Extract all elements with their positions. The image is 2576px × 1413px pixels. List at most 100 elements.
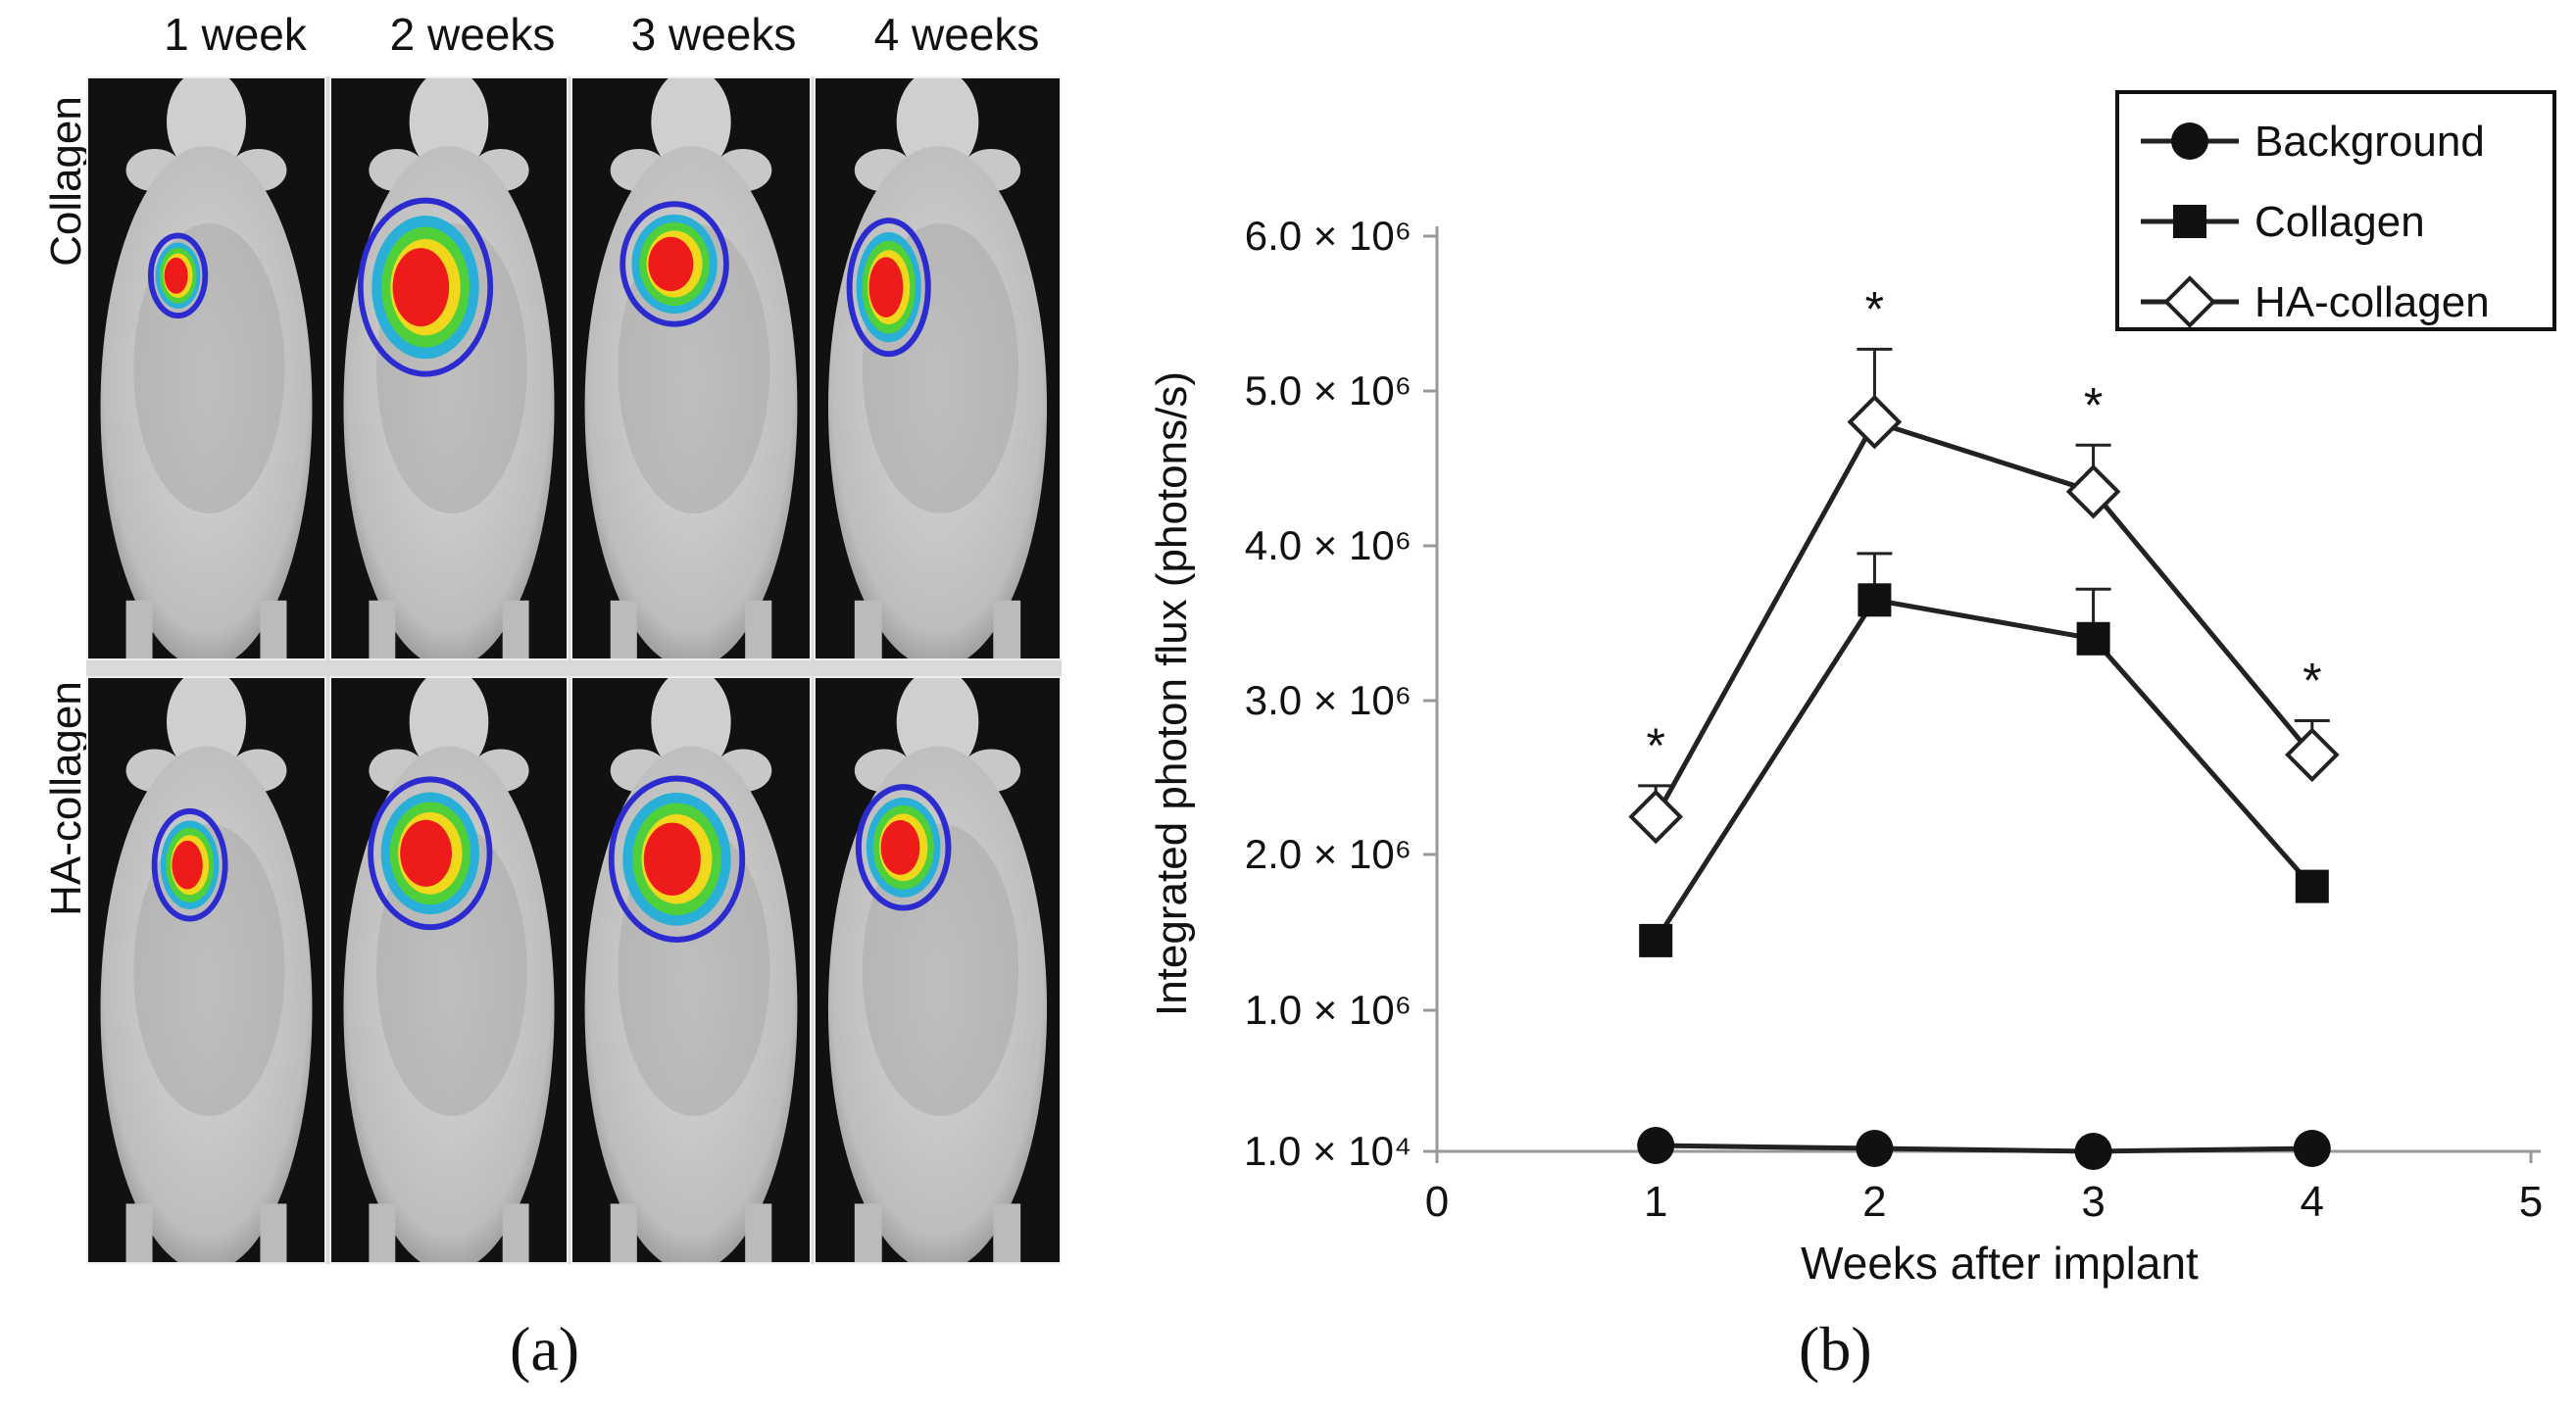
x-axis-title: Weeks after implant [1801,1238,2199,1289]
significance-asterisk: * [1865,281,1884,336]
x-tick-label: 5 [2519,1178,2543,1226]
mouse-leg [854,600,882,658]
mouse-image-ha-collagen-week-2 [329,676,569,1264]
signal-contour-blue [147,232,209,319]
legend-entry: Background [2141,118,2485,166]
y-tick-label: 3.0 × 10⁶ [1245,677,1412,723]
column-label-1-week: 1 week [164,9,307,60]
mouse-leg [993,1203,1021,1262]
legend-marker-square [2173,205,2206,238]
mouse-leg [260,1203,287,1262]
column-label-4-weeks: 4 weeks [873,9,1040,60]
data-point-circle [1856,1130,1894,1167]
data-point-square [2295,869,2329,903]
signal-core-red [643,822,701,896]
signal-core-red [400,819,452,887]
y-tick-label: 5.0 × 10⁶ [1245,367,1412,414]
data-point-circle [2293,1130,2331,1167]
x-tick-label: 0 [1425,1178,1449,1226]
data-point-circle [1637,1127,1675,1164]
mouse-image-collagen-week-1 [86,76,326,660]
legend-marker-circle [2171,122,2208,160]
legend-marker-diamond [2163,275,2216,328]
signal-core-red [648,236,694,292]
data-point-square [1858,583,1892,617]
y-tick-label: 1.0 × 10⁴ [1244,1128,1412,1174]
signal-contour-blue [151,807,228,922]
signal-contour-blue [608,775,746,943]
column-label-3-weeks: 3 weeks [630,9,797,60]
mouse-leg [745,600,772,658]
mouse-leg [502,600,529,658]
significance-asterisk: * [1646,718,1664,773]
mouse-image-ha-collagen-week-4 [814,676,1062,1264]
signal-contour-blue [357,197,494,377]
mouse-leg [369,600,396,658]
data-point-diamond [2065,463,2121,519]
data-point-diamond [1847,394,1903,450]
x-tick-label: 1 [1644,1178,1667,1226]
mouse-leg [854,1203,882,1262]
mouse-leg [610,1203,637,1262]
series-collagen [1639,552,2329,957]
series-ha-collagen-line [1654,418,2314,818]
mouse-leg [502,1203,529,1262]
legend-label: Collagen [2254,198,2425,246]
legend-label: Background [2254,118,2485,166]
mouse-image-art [827,678,1048,1262]
signal-contour-blue [368,776,493,931]
series-background-line [1656,1143,2312,1154]
signal-core-red [164,257,188,294]
panel-a-caption: (a) [510,1314,580,1384]
mouse-leg [745,1203,772,1262]
bioluminescence-image-grid [86,76,1062,1264]
legend-entry: Collagen [2141,198,2425,246]
signal-contour-blue [619,201,729,327]
data-point-square [1639,923,1673,957]
significance-asterisk: * [2084,377,2103,432]
column-label-2-weeks: 2 weeks [389,9,556,60]
panel-b-caption: (b) [1799,1314,1872,1384]
y-tick-label: 2.0 × 10⁶ [1245,831,1412,877]
signal-core-red [880,819,920,875]
photon-flux-chart: 1.0 × 10⁴ 1.0 × 10⁶ 2.0 × 10⁶ 3.0 × 10⁶ 4.0 … [1148,90,2556,1289]
mouse-leg [260,600,287,658]
x-tick-label: 4 [2301,1178,2324,1226]
mouse-image-ha-collagen-week-1 [86,676,326,1264]
series-background [1637,1127,2331,1170]
signal-core-red [392,248,450,327]
x-tick-label: 2 [1862,1178,1886,1226]
series-collagen-line [1654,597,2314,943]
signal-core-red [868,257,904,317]
mouse-image-collagen-week-3 [570,76,812,660]
row-label-collagen: Collagen [42,96,90,267]
y-tick-label: 6.0 × 10⁶ [1245,213,1412,259]
mouse-image-art [343,678,555,1262]
mouse-leg [610,600,637,658]
mouse-image-art [100,78,313,658]
signal-contour-blue [846,218,931,358]
mouse-leg [369,1203,396,1262]
data-point-circle [2074,1133,2112,1170]
legend-label: HA-collagen [2254,278,2490,326]
mouse-image-art [584,678,798,1262]
y-axis-title: Integrated photon flux (photons/s) [1148,371,1196,1016]
panel-a: 1 week 2 weeks 3 weeks 4 weeks Collagen … [42,0,1068,1274]
signal-contour-blue [855,784,952,911]
mouse-image-art [584,78,798,658]
significance-asterisk: * [2303,654,2321,708]
mouse-leg [993,600,1021,658]
row-label-ha-collagen: HA-collagen [42,681,90,916]
mouse-image-art [100,678,313,1262]
mouse-leg [125,600,153,658]
data-point-diamond [2284,727,2340,783]
signal-core-red [172,840,203,890]
series-ha-collagen [1628,347,2340,845]
mouse-image-ha-collagen-week-3 [570,676,812,1264]
y-tick-label: 1.0 × 10⁶ [1245,987,1412,1033]
legend-entry: HA-collagen [2141,275,2490,328]
x-tick-label: 3 [2081,1178,2105,1226]
data-point-diamond [1628,789,1684,845]
mouse-abdomen [133,223,285,513]
y-tick-label: 4.0 × 10⁶ [1245,522,1412,568]
